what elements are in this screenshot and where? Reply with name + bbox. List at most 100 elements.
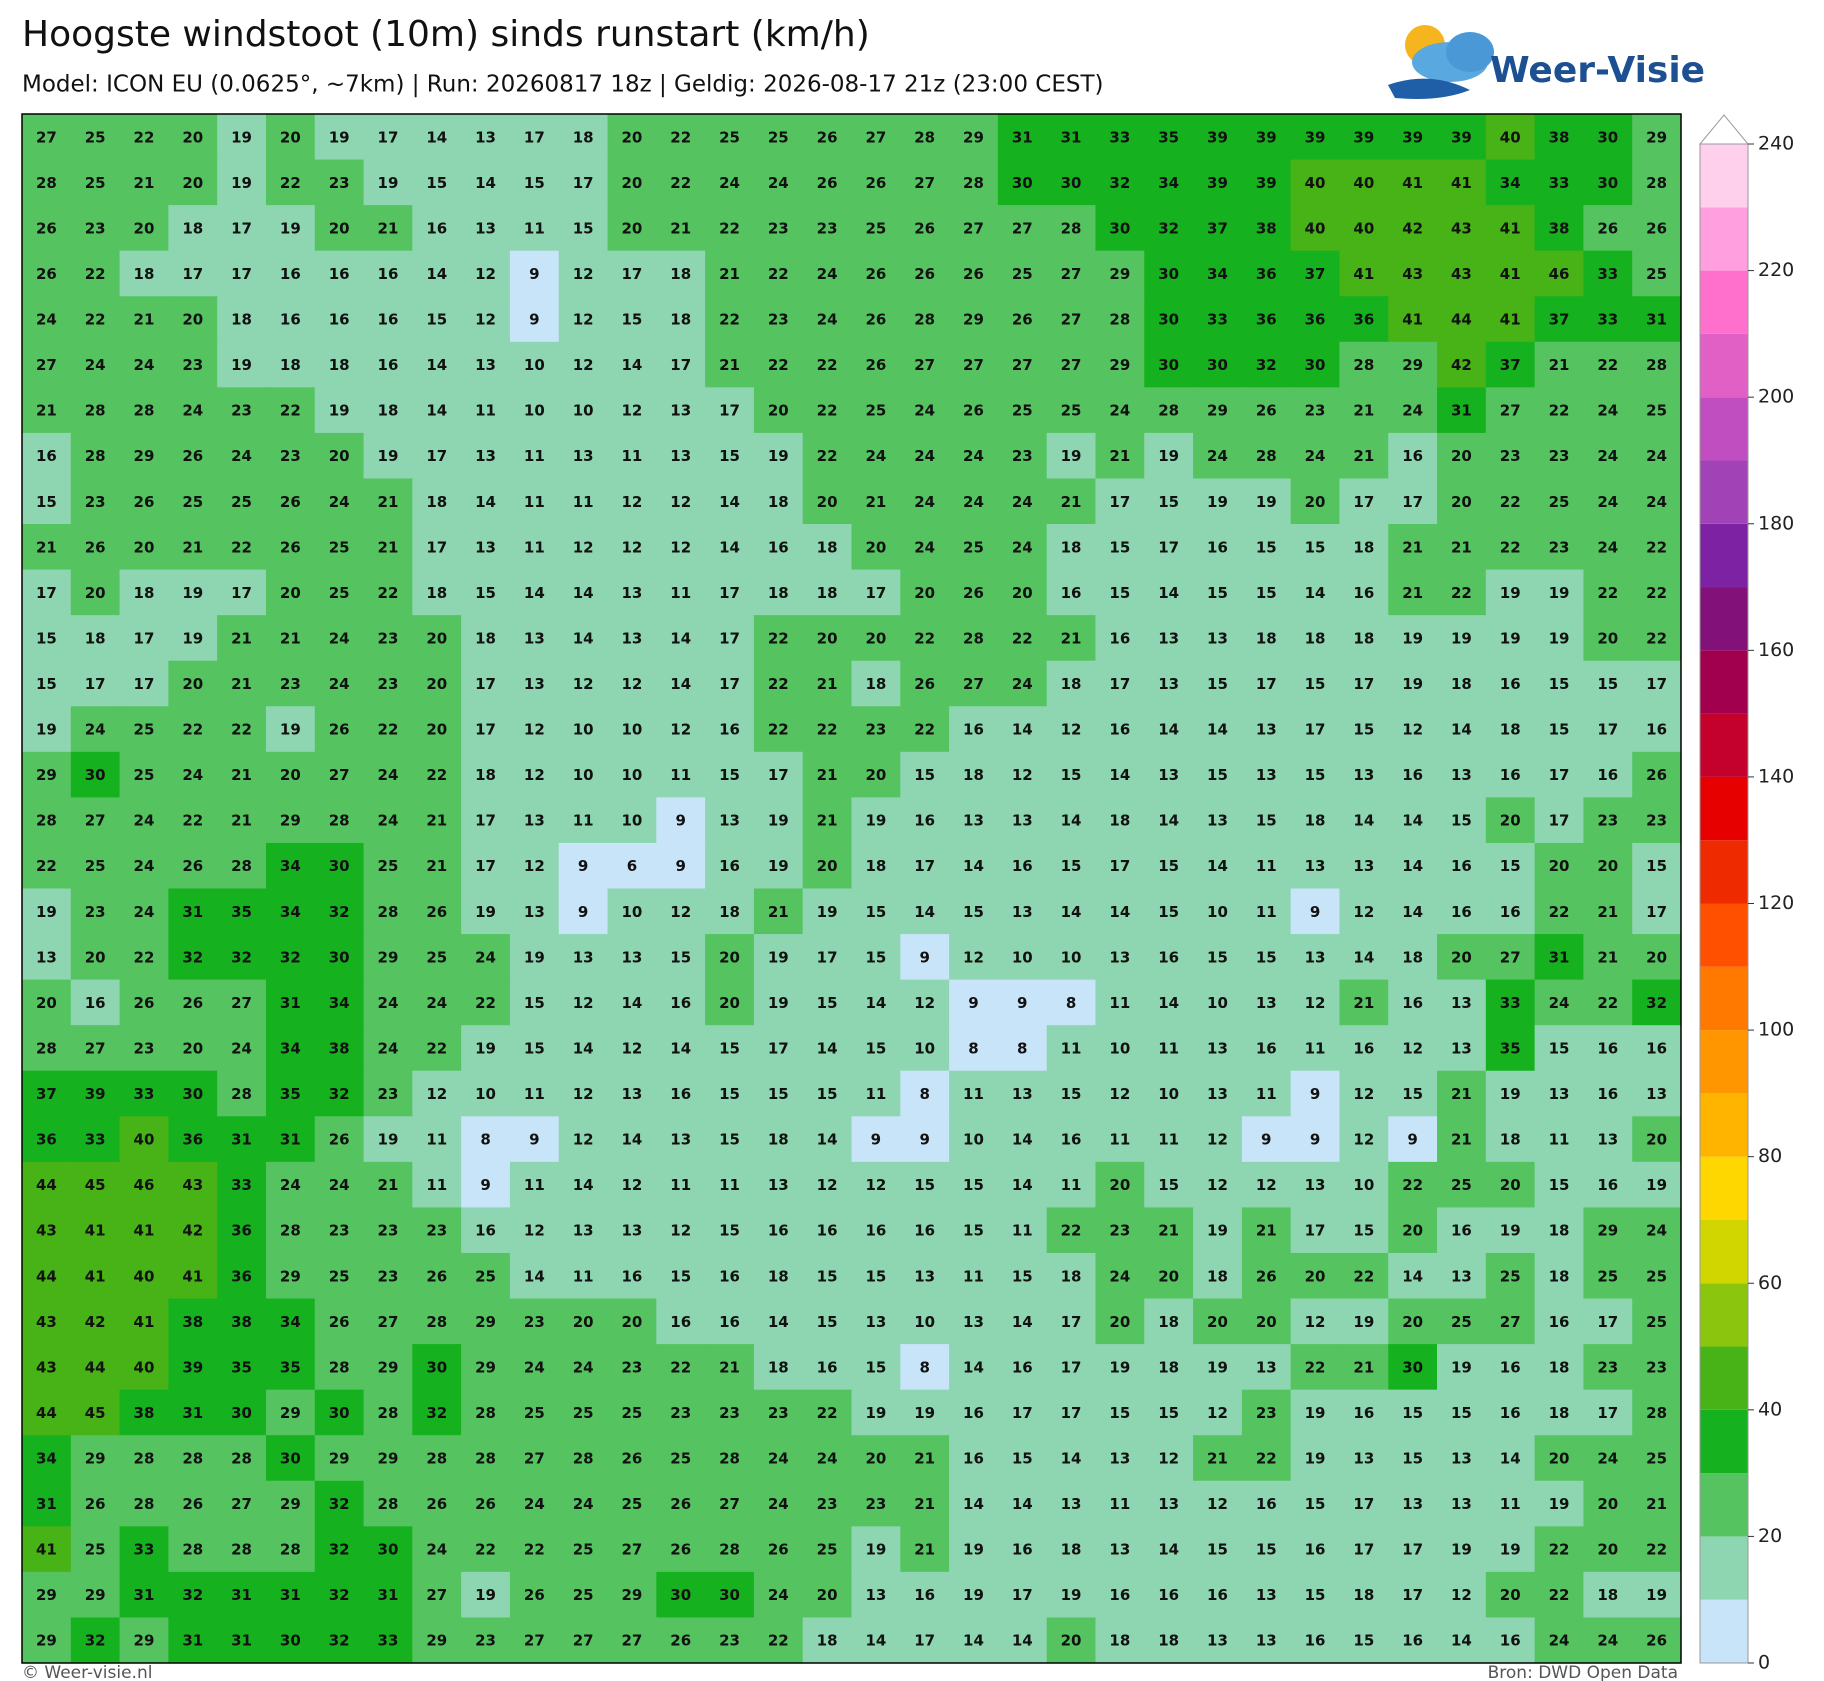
- cell-label: 14: [963, 1495, 984, 1513]
- grid-cell: [119, 660, 169, 707]
- grid-cell: [1583, 1389, 1633, 1436]
- cell-label: 11: [719, 1176, 740, 1194]
- cell-label: 23: [378, 675, 399, 693]
- grid-cell: [1437, 888, 1487, 935]
- grid-cell: [656, 615, 706, 662]
- grid-cell: [997, 1025, 1048, 1072]
- grid-cell: [753, 706, 804, 753]
- cell-label: 10: [621, 903, 642, 921]
- grid-cell: [1339, 1571, 1389, 1618]
- grid-cell: [900, 1571, 950, 1618]
- grid-cell: [997, 1344, 1048, 1391]
- cell-label: 19: [1549, 1495, 1570, 1513]
- grid-cell: [1241, 1571, 1292, 1618]
- grid-cell: [558, 1617, 609, 1664]
- cell-label: 26: [475, 1495, 496, 1513]
- grid-cell: [1583, 888, 1633, 935]
- grid-cell: [1144, 842, 1194, 889]
- cell-label: 28: [231, 1085, 252, 1103]
- cell-label: 17: [134, 629, 155, 647]
- grid-cell: [22, 1617, 72, 1664]
- cell-label: 39: [1451, 128, 1472, 146]
- cell-label: 13: [1646, 1085, 1667, 1103]
- cell-label: 14: [475, 493, 496, 511]
- grid-cell: [656, 934, 706, 981]
- cell-label: 16: [1451, 857, 1472, 875]
- grid-cell: [949, 1526, 999, 1573]
- cell-label: 19: [768, 948, 789, 966]
- cell-label: 34: [1158, 174, 1179, 192]
- cell-label: 19: [963, 1586, 984, 1604]
- cell-label: 22: [134, 948, 155, 966]
- cell-label: 27: [378, 1313, 399, 1331]
- grid-cell: [1437, 569, 1487, 616]
- grid-cell: [802, 432, 852, 479]
- grid-cell: [1046, 387, 1096, 434]
- grid-cell: [1290, 1571, 1340, 1618]
- cell-label: 18: [1402, 948, 1423, 966]
- cell-label: 14: [1012, 1131, 1033, 1149]
- cell-label: 20: [182, 675, 203, 693]
- cell-label: 26: [85, 538, 106, 556]
- grid-cell: [558, 1526, 609, 1573]
- cell-label: 16: [719, 1267, 740, 1285]
- cell-label: 24: [36, 311, 57, 329]
- cell-label: 25: [134, 766, 155, 784]
- cell-label: 11: [670, 584, 691, 602]
- grid-cell: [1095, 1389, 1145, 1436]
- grid-cell: [1534, 615, 1584, 662]
- cell-label: 29: [329, 1449, 350, 1467]
- cell-label: 17: [475, 675, 496, 693]
- grid-cell: [558, 1116, 609, 1163]
- grid-cell: [265, 1298, 316, 1345]
- cell-label: 36: [1256, 311, 1277, 329]
- grid-cell: [1193, 1617, 1243, 1664]
- cell-label: 41: [1402, 311, 1423, 329]
- cell-label: 38: [182, 1313, 203, 1331]
- cell-label: 10: [621, 766, 642, 784]
- grid-cell: [22, 1526, 72, 1573]
- grid-cell: [168, 1025, 218, 1072]
- cell-label: 20: [329, 447, 350, 465]
- cell-label: 26: [329, 1313, 350, 1331]
- colorbar-tick-label: 160: [1758, 639, 1794, 661]
- cell-label: 28: [36, 174, 57, 192]
- cell-label: 29: [621, 1586, 642, 1604]
- grid-cell: [705, 250, 755, 297]
- grid-cell: [363, 569, 413, 616]
- grid-cell: [997, 1571, 1048, 1618]
- cell-label: 17: [182, 265, 203, 283]
- grid-cell: [1290, 432, 1340, 479]
- grid-cell: [1241, 205, 1292, 252]
- grid-cell: [1290, 751, 1340, 798]
- cell-label: 13: [1158, 766, 1179, 784]
- grid-cell: [1193, 1070, 1243, 1117]
- grid-cell: [900, 1480, 950, 1527]
- grid-cell: [70, 842, 121, 889]
- cell-label: 15: [1207, 1541, 1228, 1559]
- grid-cell: [1534, 432, 1584, 479]
- grid-cell: [851, 569, 901, 616]
- cell-label: 19: [1549, 584, 1570, 602]
- grid-cell: [1388, 569, 1438, 616]
- cell-label: 31: [231, 1131, 252, 1149]
- colorbar-segment: [1700, 650, 1748, 714]
- grid-cell: [217, 660, 267, 707]
- grid-cell: [509, 432, 560, 479]
- grid-cell: [1290, 296, 1340, 343]
- cell-label: 14: [963, 857, 984, 875]
- grid-cell: [1241, 341, 1292, 388]
- grid-cell: [900, 1116, 950, 1163]
- cell-label: 27: [914, 356, 935, 374]
- grid-cell: [1193, 114, 1243, 161]
- grid-cell: [70, 934, 121, 981]
- grid-cell: [1583, 979, 1633, 1026]
- grid-cell: [949, 797, 999, 844]
- grid-cell: [949, 979, 999, 1026]
- cell-label: 21: [719, 1358, 740, 1376]
- grid-cell: [1290, 1161, 1340, 1208]
- cell-label: 21: [817, 812, 838, 830]
- grid-cell: [1485, 660, 1536, 707]
- grid-cell: [558, 205, 609, 252]
- grid-cell: [607, 706, 657, 753]
